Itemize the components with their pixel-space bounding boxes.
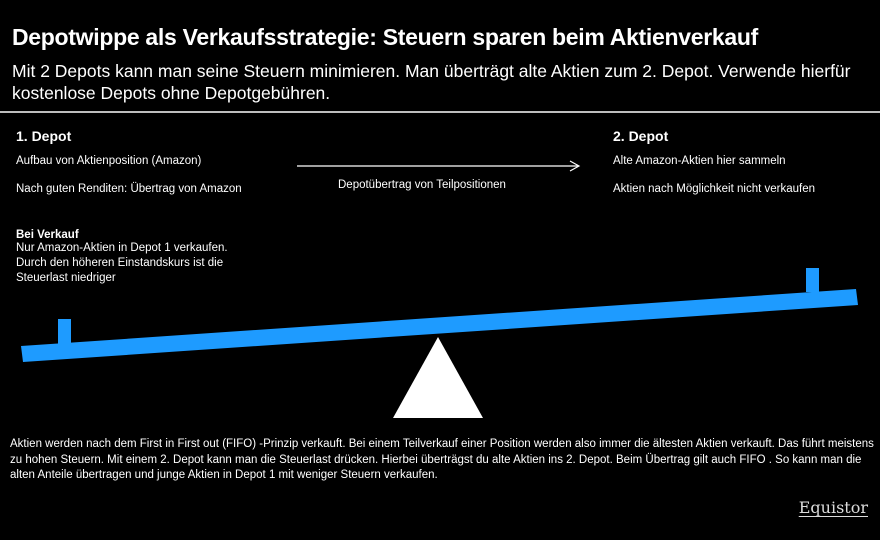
depot1-line1: Aufbau von Aktienposition (Amazon) xyxy=(16,155,202,167)
depot1-line2: Nach guten Renditen: Übertrag von Amazon xyxy=(16,183,242,195)
verkauf-heading: Bei Verkauf xyxy=(16,229,79,241)
depot2-heading: 2. Depot xyxy=(613,128,669,144)
depot2-line1: Alte Amazon-Aktien hier sammeln xyxy=(613,155,786,167)
page-title: Depotwippe als Verkaufsstrategie: Steuer… xyxy=(12,24,758,50)
transfer-label: Depotübertrag von Teilpositionen xyxy=(338,179,506,191)
page-subtitle: Mit 2 Depots kann man seine Steuern mini… xyxy=(12,61,851,103)
verkauf-line2: Durch den höheren Einstandskurs ist die xyxy=(16,257,224,269)
right-peg xyxy=(806,268,819,292)
header-divider xyxy=(0,111,880,113)
equistor-logo[interactable]: Equistor xyxy=(798,498,868,517)
depot2-line2: Aktien nach Möglichkeit nicht verkaufen xyxy=(613,183,815,195)
fulcrum-triangle xyxy=(393,337,483,418)
footer-explanation: Aktien werden nach dem First in First ou… xyxy=(10,438,874,481)
left-peg xyxy=(58,319,71,344)
seesaw-beam xyxy=(21,289,858,362)
verkauf-line3: Steuerlast niedriger xyxy=(16,272,116,284)
depot1-heading: 1. Depot xyxy=(16,128,72,144)
transfer-arrow xyxy=(297,160,581,172)
verkauf-line1: Nur Amazon-Aktien in Depot 1 verkaufen. xyxy=(16,242,228,254)
verkauf-box: Bei Verkauf Nur Amazon-Aktien in Depot 1… xyxy=(16,229,228,286)
